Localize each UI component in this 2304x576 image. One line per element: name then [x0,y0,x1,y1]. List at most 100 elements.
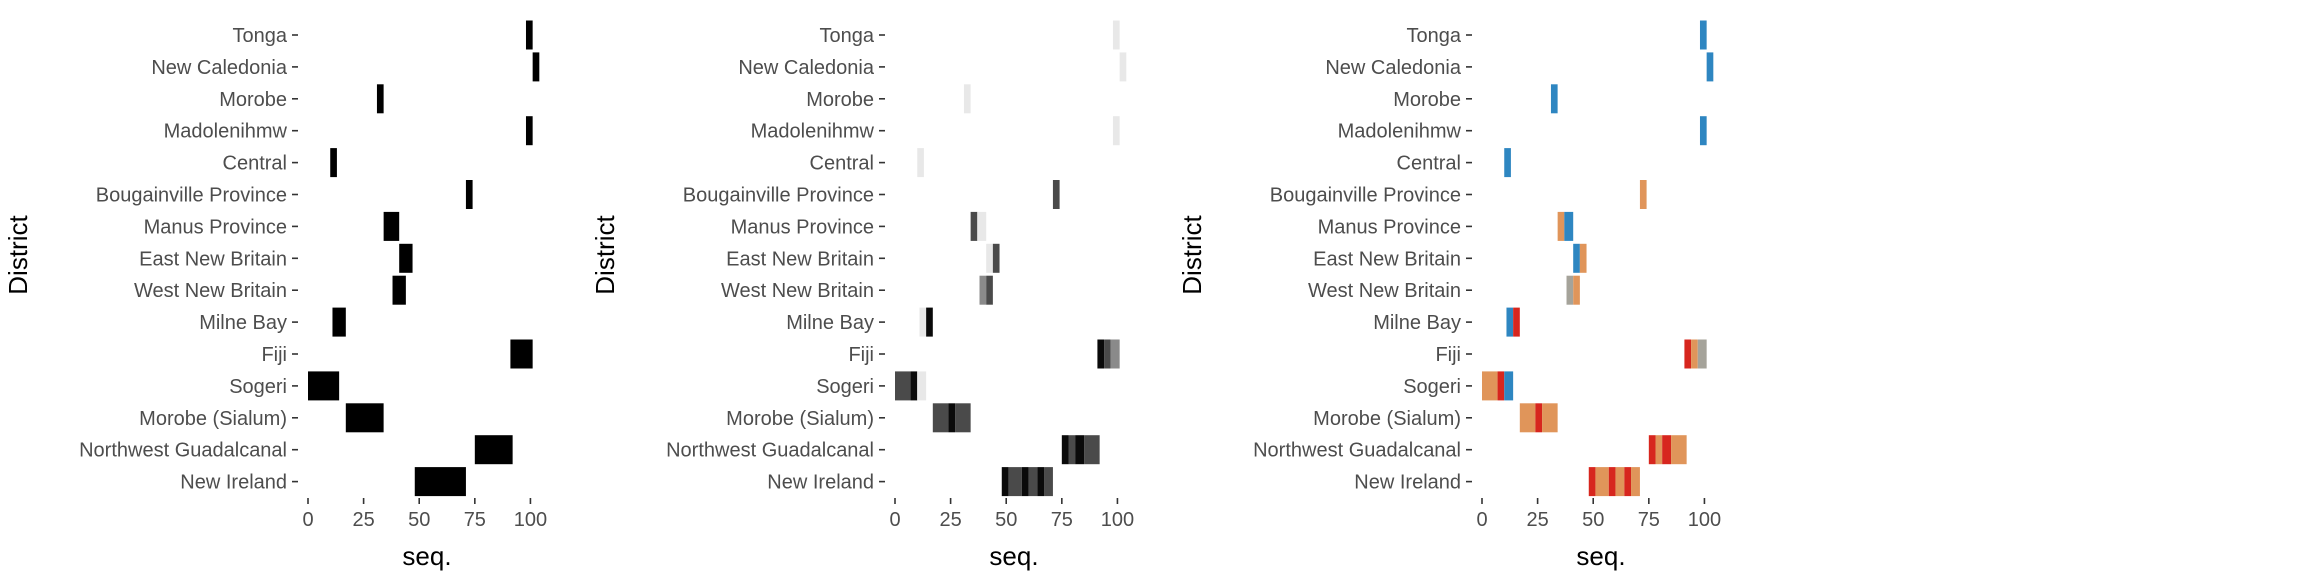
y-axis-title: District [590,215,620,295]
x-tick-label: 50 [1582,509,1604,531]
x-tick-label: 0 [302,509,313,531]
tile [1482,371,1498,401]
tile [926,307,933,337]
tile [917,148,924,178]
tile [917,371,927,401]
tile [1588,467,1596,497]
tile [1504,148,1511,178]
tile [1044,467,1053,497]
tile [399,243,413,273]
tile [1699,20,1707,50]
tile [1655,435,1663,465]
y-tick-label: Madolenihmw [164,121,288,143]
tile [1648,435,1656,465]
tile [1061,435,1069,465]
tile [414,467,466,497]
tile [986,275,993,305]
tile [1008,467,1022,497]
tile [1542,403,1558,433]
tile [1037,467,1045,497]
tile [330,148,337,178]
y-tick-label: New Caledonia [738,57,875,79]
tile [332,307,346,337]
tile [376,84,384,114]
tile [525,20,533,50]
tile [948,403,956,433]
x-tick-label: 50 [995,509,1017,531]
tile [1579,243,1587,273]
tile [992,243,1000,273]
x-tick-label: 25 [939,509,961,531]
y-tick-label: Fiji [1435,344,1461,366]
tile [1699,116,1707,146]
y-tick-label: New Caledonia [151,57,288,79]
panel-3: Tonga New Caledonia Morobe Madolenihmw Centr… [1177,20,1721,571]
y-tick-label: Morobe [219,89,287,111]
tile [1573,275,1580,305]
x-tick-label: 25 [1526,509,1548,531]
y-tick-label: West New Britain [134,280,287,302]
tile [1564,211,1574,241]
tile [1639,180,1647,209]
y-tick-label: Northwest Guadalcanal [666,440,874,462]
tile [1119,52,1127,82]
x-axis-title: seq. [989,541,1038,571]
tile [986,243,993,273]
tile [1052,180,1060,209]
tile [510,339,533,369]
tile [1112,116,1120,146]
tile [919,307,927,337]
y-tick-label: Madolenihmw [1338,121,1462,143]
panel-2: Tonga New Caledonia Morobe Madolenihmw Centr… [590,20,1134,571]
y-tick-label: Milne Bay [1373,312,1461,334]
tile [1068,435,1076,465]
tile [1084,435,1100,465]
x-tick-label: 75 [1638,509,1660,531]
y-tick-label: New Caledonia [1325,57,1462,79]
y-tick-label: Manus Province [731,216,874,238]
tile [1691,339,1698,369]
tile [1615,467,1625,497]
tile [308,371,340,401]
y-tick-label: New Ireland [1354,472,1461,494]
y-tick-label: Tonga [1407,25,1462,47]
tile [1595,467,1609,497]
y-tick-label: Morobe (Sialum) [139,408,287,430]
tile [1028,467,1038,497]
y-tick-label: Manus Province [144,216,287,238]
y-tick-label: Morobe [1393,89,1461,111]
y-axis-title: District [3,215,33,295]
x-tick-label: 75 [464,509,486,531]
y-tick-label: Madolenihmw [751,121,875,143]
tile [532,52,540,82]
x-axis-title: seq. [402,541,451,571]
tile [525,116,533,146]
y-tick-label: New Ireland [180,472,287,494]
y-tick-label: West New Britain [721,280,874,302]
tile [1506,307,1514,337]
y-tick-label: Sogeri [1403,376,1461,398]
y-axis-title: District [1177,215,1207,295]
y-tick-label: Bougainville Province [96,185,287,207]
y-tick-label: Central [810,153,874,175]
tile [1566,275,1574,305]
tile [1097,339,1105,369]
y-tick-label: East New Britain [1313,248,1461,270]
y-tick-label: Northwest Guadalcanal [1253,440,1461,462]
tile [1550,84,1558,114]
tile [1001,467,1009,497]
y-tick-label: Manus Province [1318,216,1461,238]
x-tick-label: 100 [1688,509,1721,531]
tile [963,84,971,114]
y-tick-label: Morobe (Sialum) [1313,408,1461,430]
y-tick-label: Sogeri [816,376,874,398]
x-tick-label: 0 [889,509,900,531]
x-tick-label: 25 [352,509,374,531]
x-tick-label: 100 [514,509,547,531]
tile [1573,243,1580,273]
tile [1631,467,1640,497]
y-tick-label: Tonga [233,25,288,47]
tile [1110,339,1120,369]
tile [465,180,473,209]
